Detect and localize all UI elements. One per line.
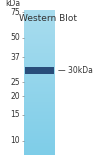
Text: 50: 50 [10, 33, 20, 42]
Text: 25: 25 [11, 78, 20, 87]
Text: 10: 10 [11, 136, 20, 145]
Text: 20: 20 [11, 92, 20, 101]
Text: 15: 15 [11, 110, 20, 119]
Text: 37: 37 [10, 53, 20, 62]
Text: kDa: kDa [5, 0, 20, 8]
Text: Western Blot: Western Blot [19, 14, 77, 23]
Text: 75: 75 [10, 8, 20, 17]
Text: — 30kDa: — 30kDa [58, 66, 93, 75]
